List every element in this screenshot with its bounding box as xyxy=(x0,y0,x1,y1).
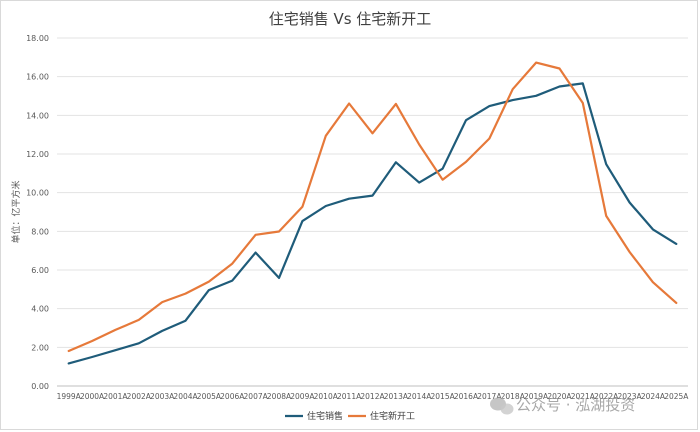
x-tick-label: 2016A xyxy=(454,392,479,401)
wechat-icon xyxy=(490,397,514,415)
y-tick-label: 0.00 xyxy=(31,382,49,391)
x-tick-label: 2015A xyxy=(431,392,456,401)
x-tick-label: 2018A xyxy=(501,392,526,401)
x-tick-label: 2002A xyxy=(127,392,152,401)
y-axis-ticks: 0.00 2.00 4.00 6.00 8.00 10.00 12.00 14.00 16.00… xyxy=(26,34,49,391)
x-axis-ticks: 1999A 2000A 2001A 2002A 2003A 2004A 2005A 2006A… xyxy=(57,392,690,401)
x-tick-label: 2007A xyxy=(244,392,269,401)
x-tick-label: 2010A xyxy=(314,392,339,401)
y-tick-label: 4.00 xyxy=(31,305,49,314)
y-tick-label: 10.00 xyxy=(26,189,49,198)
y-tick-label: 16.00 xyxy=(26,73,49,82)
x-tick-label: 2001A xyxy=(103,392,128,401)
x-tick-label: 2023A xyxy=(617,392,642,401)
gridlines xyxy=(57,37,688,387)
x-tick-label: 2017A xyxy=(477,392,502,401)
watermark: 公众号 · 泓湖投资 xyxy=(490,396,635,415)
x-tick-label: 2021A xyxy=(571,392,596,401)
x-tick-label: 2013A xyxy=(384,392,409,401)
x-tick-label: 2014A xyxy=(407,392,432,401)
series-line-1 xyxy=(67,82,678,365)
y-tick-label: 8.00 xyxy=(31,227,49,236)
x-tick-label: 2005A xyxy=(197,392,222,401)
legend-label: 住宅销售 xyxy=(307,410,343,422)
x-tick-label: 2008A xyxy=(267,392,292,401)
watermark-text: 公众号 · 泓湖投资 xyxy=(516,396,635,414)
x-tick-label: 2000A xyxy=(80,392,105,401)
x-tick-label: 1999A xyxy=(57,392,82,401)
y-tick-label: 12.00 xyxy=(26,150,49,159)
y-tick-label: 6.00 xyxy=(31,266,49,275)
x-tick-label: 2024A xyxy=(641,392,666,401)
x-tick-label: 2006A xyxy=(220,392,245,401)
x-tick-label: 2009A xyxy=(290,392,315,401)
legend-label: 住宅新开工 xyxy=(370,410,415,422)
legend: 住宅销售 住宅新开工 xyxy=(285,410,415,422)
x-tick-label: 2012A xyxy=(360,392,385,401)
x-tick-label: 2011A xyxy=(337,392,362,401)
series-line-2 xyxy=(67,61,678,353)
x-tick-label: 2019A xyxy=(524,392,549,401)
x-tick-label: 2025A xyxy=(664,392,689,401)
series-lines xyxy=(67,61,678,365)
x-tick-label: 2020A xyxy=(547,392,572,401)
x-tick-label: 2003A xyxy=(150,392,175,401)
x-tick-label: 2004A xyxy=(173,392,198,401)
y-tick-label: 2.00 xyxy=(31,343,49,352)
y-axis-label: 单位：亿平方米 xyxy=(10,180,22,243)
x-tick-label: 2022A xyxy=(594,392,619,401)
y-tick-label: 18.00 xyxy=(26,34,49,43)
y-tick-label: 14.00 xyxy=(26,111,49,120)
chart-title: 住宅销售 Vs 住宅新开工 xyxy=(268,10,432,28)
